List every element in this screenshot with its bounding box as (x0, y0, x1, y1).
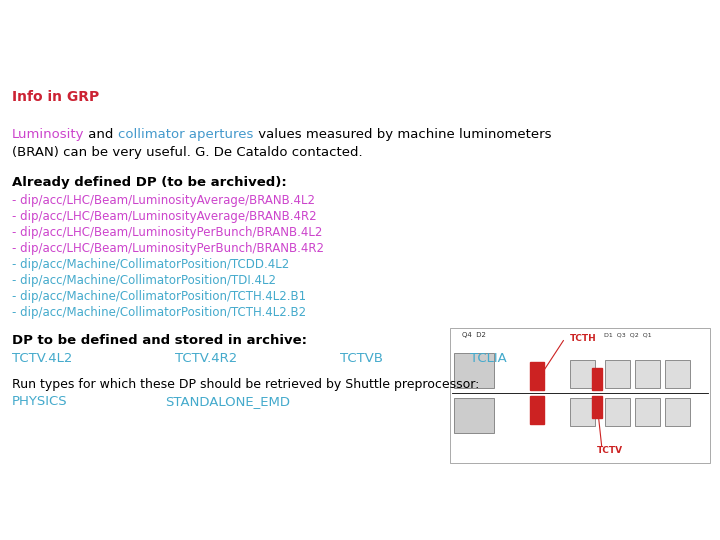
Bar (605, 398, 630, 426)
Text: - dip/acc/Machine/CollimatorPosition/TCDD.4L2: - dip/acc/Machine/CollimatorPosition/TCD… (12, 258, 289, 271)
Text: TCTV.4L2: TCTV.4L2 (12, 352, 73, 365)
Text: Already defined DP (to be archived):: Already defined DP (to be archived): (12, 176, 287, 189)
Bar (605, 360, 630, 388)
Text: - dip/acc/Machine/CollimatorPosition/TCTH.4L2.B1: - dip/acc/Machine/CollimatorPosition/TCT… (12, 290, 306, 303)
Text: STANDALONE_EMD: STANDALONE_EMD (165, 395, 290, 408)
Text: PHYSICS: PHYSICS (12, 395, 68, 408)
Text: TCTVB: TCTVB (340, 352, 383, 365)
Bar (665, 360, 690, 388)
Bar (592, 368, 602, 390)
Text: D1  Q3  Q2  Q1: D1 Q3 Q2 Q1 (604, 332, 652, 337)
Text: (BRAN) can be very useful. G. De Cataldo contacted.: (BRAN) can be very useful. G. De Cataldo… (12, 146, 363, 159)
Text: ALICE Offline Week, March 2009: ALICE Offline Week, March 2009 (508, 514, 710, 527)
Text: Info in GRP: Info in GRP (12, 90, 99, 104)
Text: and: and (84, 128, 118, 141)
Text: - dip/acc/LHC/Beam/LuminosityPerBunch/BRANB.4L2: - dip/acc/LHC/Beam/LuminosityPerBunch/BR… (12, 226, 323, 239)
Text: CALIBRATION (II): CALIBRATION (II) (228, 26, 492, 54)
Text: values measured by machine luminometers: values measured by machine luminometers (253, 128, 551, 141)
Text: C. Oppedisano: C. Oppedisano (55, 514, 146, 527)
Bar (530, 396, 544, 424)
Text: Run types for which these DP should be retrieved by Shuttle preprocessor:: Run types for which these DP should be r… (12, 378, 480, 391)
Text: collimator apertures: collimator apertures (118, 128, 253, 141)
Text: TCLIA: TCLIA (470, 352, 507, 365)
Bar (635, 398, 660, 426)
Text: - dip/acc/Machine/CollimatorPosition/TCTH.4L2.B2: - dip/acc/Machine/CollimatorPosition/TCT… (12, 306, 306, 319)
Text: DP to be defined and stored in archive:: DP to be defined and stored in archive: (12, 334, 307, 347)
Bar (635, 360, 660, 388)
Text: TCTV.4R2: TCTV.4R2 (175, 352, 238, 365)
Bar (450, 328, 710, 463)
Bar (454, 353, 494, 388)
Text: Q4  D2: Q4 D2 (462, 332, 486, 338)
Bar (530, 362, 544, 390)
Text: TCTV: TCTV (597, 446, 623, 455)
Bar (570, 398, 595, 426)
Bar (592, 396, 602, 418)
Bar (665, 398, 690, 426)
Text: - dip/acc/LHC/Beam/LuminosityAverage/BRANB.4R2: - dip/acc/LHC/Beam/LuminosityAverage/BRA… (12, 210, 317, 223)
Text: ALICE: ALICE (31, 65, 53, 71)
Bar (570, 360, 595, 388)
Bar (454, 398, 494, 433)
Text: - dip/acc/Machine/CollimatorPosition/TDI.4L2: - dip/acc/Machine/CollimatorPosition/TDI… (12, 274, 276, 287)
Text: Luminosity: Luminosity (12, 128, 84, 141)
Text: - dip/acc/LHC/Beam/LuminosityAverage/BRANB.4L2: - dip/acc/LHC/Beam/LuminosityAverage/BRA… (12, 194, 315, 207)
Text: - dip/acc/LHC/Beam/LuminosityPerBunch/BRANB.4R2: - dip/acc/LHC/Beam/LuminosityPerBunch/BR… (12, 242, 324, 255)
Text: ZDC: ZDC (662, 50, 690, 63)
Text: TCTH: TCTH (570, 334, 597, 343)
